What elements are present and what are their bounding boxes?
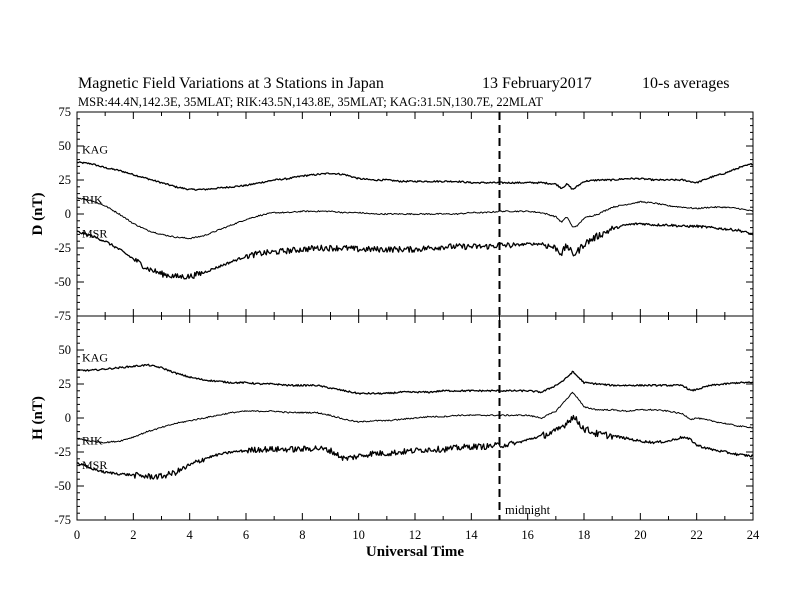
stations-info: MSR:44.4N,142.3E, 35MLAT; RIK:43.5N,143.…	[78, 95, 543, 109]
y-tick-label: 75	[59, 105, 72, 119]
y-tick-label: -25	[54, 241, 71, 255]
chart-averaging: 10-s averages	[642, 75, 730, 92]
series-line-kag	[76, 363, 753, 395]
x-tick-label: 18	[578, 528, 591, 542]
y-tick-label: 25	[59, 377, 72, 391]
y-tick-label: -50	[54, 275, 71, 289]
series-label-kag: KAG	[82, 350, 108, 364]
series-label-msr: MSR	[82, 458, 107, 472]
x-tick-label: 4	[187, 528, 194, 542]
x-tick-label: 16	[521, 528, 534, 542]
y-tick-label: -75	[54, 309, 71, 323]
panel-d-ylabel: D (nT)	[30, 193, 46, 236]
x-tick-label: 24	[747, 528, 760, 542]
y-tick-label: 50	[59, 343, 72, 357]
series-line-rik	[76, 197, 754, 240]
y-tick-label: -25	[54, 445, 71, 459]
x-tick-label: 12	[409, 528, 422, 542]
series-label-msr: MSR	[82, 227, 107, 241]
x-tick-label: 6	[243, 528, 249, 542]
x-tick-label: 2	[130, 528, 136, 542]
chart-date: 13 February2017	[482, 75, 592, 92]
x-tick-label: 20	[634, 528, 647, 542]
x-tick-label: 10	[352, 528, 365, 542]
series-label-kag: KAG	[82, 142, 108, 156]
y-tick-label: 0	[65, 411, 71, 425]
chart-title: Magnetic Field Variations at 3 Stations …	[78, 75, 384, 92]
series-line-msr	[76, 222, 754, 280]
panel-h-ylabel: H (nT)	[30, 396, 46, 440]
series-line-kag	[76, 161, 754, 191]
x-tick-label: 8	[299, 528, 305, 542]
midnight-label: midnight	[505, 503, 551, 517]
series-layer: KAG RIK MSR KAG RIK MSR	[76, 142, 754, 480]
y-tick-label: 0	[65, 207, 71, 221]
y-tick-label: -75	[54, 513, 71, 527]
x-tick-label: 14	[465, 528, 478, 542]
series-label-rik: RIK	[82, 193, 103, 207]
y-tick-label: 50	[59, 139, 72, 153]
series-line-msr	[76, 414, 754, 480]
x-tick-label: 0	[74, 528, 80, 542]
y-tick-label: 25	[59, 173, 72, 187]
series-label-rik: RIK	[82, 433, 103, 447]
x-tick-label: 22	[690, 528, 703, 542]
x-axis-label: Universal Time	[366, 544, 465, 560]
y-tick-label: -50	[54, 479, 71, 493]
series-line-rik	[76, 391, 754, 444]
